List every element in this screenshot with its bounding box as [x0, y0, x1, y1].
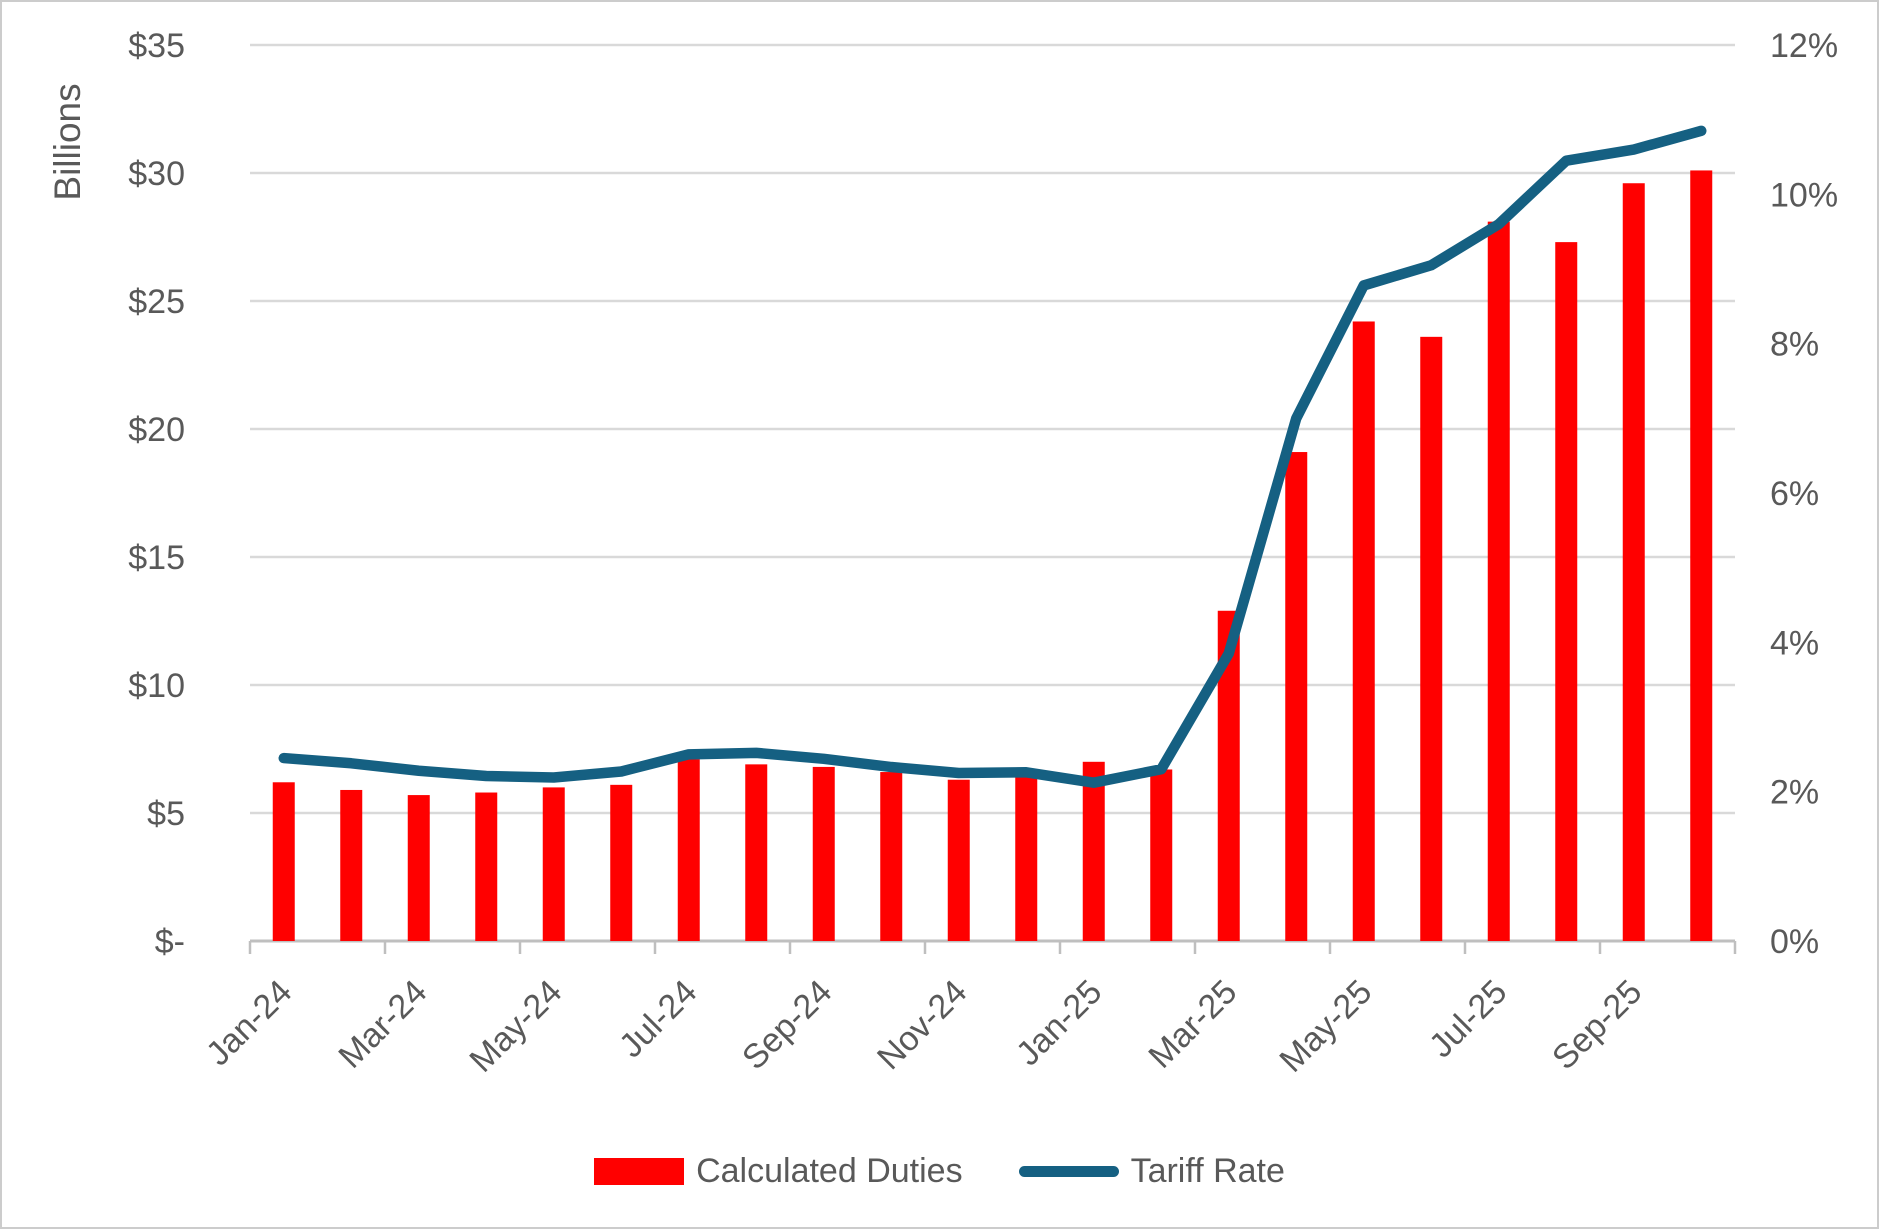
left-axis-tick-label: $20: [128, 411, 185, 449]
bar-Nov-24: [947, 779, 970, 941]
bar-Mar-25: [1217, 610, 1240, 941]
x-axis-label-Sep-25: Sep-25: [1545, 973, 1649, 1077]
left-axis-tick-label: $35: [128, 27, 185, 65]
line-series-swatch: [1018, 1166, 1119, 1177]
bar-Feb-25: [1150, 769, 1173, 941]
right-axis-tick-label: 12%: [1770, 27, 1838, 65]
x-axis-label-Jul-25: Jul-25: [1422, 973, 1514, 1065]
bar-Sep-24: [812, 766, 835, 941]
legend-label-calculated-duties: Calculated Duties: [696, 1152, 963, 1190]
right-axis-tick-label: 2%: [1770, 774, 1819, 812]
left-axis-tick-label: $5: [147, 795, 185, 833]
left-axis-tick-label: $10: [128, 667, 185, 705]
bar-Sep-25: [1622, 183, 1645, 942]
bar-Mar-24: [407, 795, 430, 941]
bar-series-swatch: [594, 1158, 685, 1185]
left-axis-tick-label: $15: [128, 539, 185, 577]
left-axis-tick-label: $-: [155, 923, 185, 961]
tariff-rate-line: [278, 125, 1707, 788]
bar-Jun-25: [1420, 336, 1443, 942]
left-axis-tick-label: $25: [128, 283, 185, 321]
bar-Aug-25: [1555, 242, 1578, 941]
bar-Feb-24: [340, 789, 363, 941]
right-axis-tick-label: 4%: [1770, 624, 1819, 662]
chart-legend: Calculated Duties Tariff Rate: [2, 1152, 1877, 1191]
bar-May-25: [1352, 321, 1375, 942]
legend-label-tariff-rate: Tariff Rate: [1130, 1152, 1285, 1190]
bar-Jan-24: [272, 782, 295, 941]
bar-Apr-25: [1285, 452, 1308, 941]
right-axis-tick-label: 6%: [1770, 475, 1819, 513]
bar-Dec-24: [1015, 774, 1038, 941]
x-axis-label-Mar-25: Mar-25: [1141, 973, 1244, 1076]
x-axis-label-May-24: May-24: [462, 973, 569, 1080]
x-axis-label-Nov-24: Nov-24: [870, 973, 974, 1077]
bar-Jun-24: [610, 784, 633, 941]
x-axis-label-Jan-25: Jan-25: [1009, 973, 1109, 1073]
bar-Apr-24: [475, 792, 498, 941]
legend-item-tariff-rate: Tariff Rate: [1018, 1152, 1285, 1191]
bar-Jan-25: [1082, 761, 1105, 941]
right-axis-tick-label: 10%: [1770, 176, 1838, 214]
x-axis-label-Jul-24: Jul-24: [612, 973, 704, 1065]
bar-Jul-24: [677, 759, 700, 941]
legend-item-calculated-duties: Calculated Duties: [594, 1152, 963, 1191]
bar-Aug-24: [745, 764, 768, 941]
bar-Oct-25: [1690, 170, 1713, 941]
x-axis-label-Jan-24: Jan-24: [199, 973, 299, 1073]
bar-Oct-24: [880, 772, 903, 941]
x-axis-label-Mar-24: Mar-24: [331, 973, 434, 1076]
right-axis-tick-label: 0%: [1770, 923, 1819, 961]
left-axis-tick-label: $30: [128, 155, 185, 193]
right-axis-tick-label: 8%: [1770, 326, 1819, 364]
bar-Jul-25: [1487, 221, 1510, 941]
x-axis-label-Sep-24: Sep-24: [735, 973, 839, 1077]
bar-May-24: [542, 787, 565, 941]
x-axis-label-May-25: May-25: [1272, 973, 1379, 1080]
left-axis-title: Billions: [47, 83, 88, 200]
